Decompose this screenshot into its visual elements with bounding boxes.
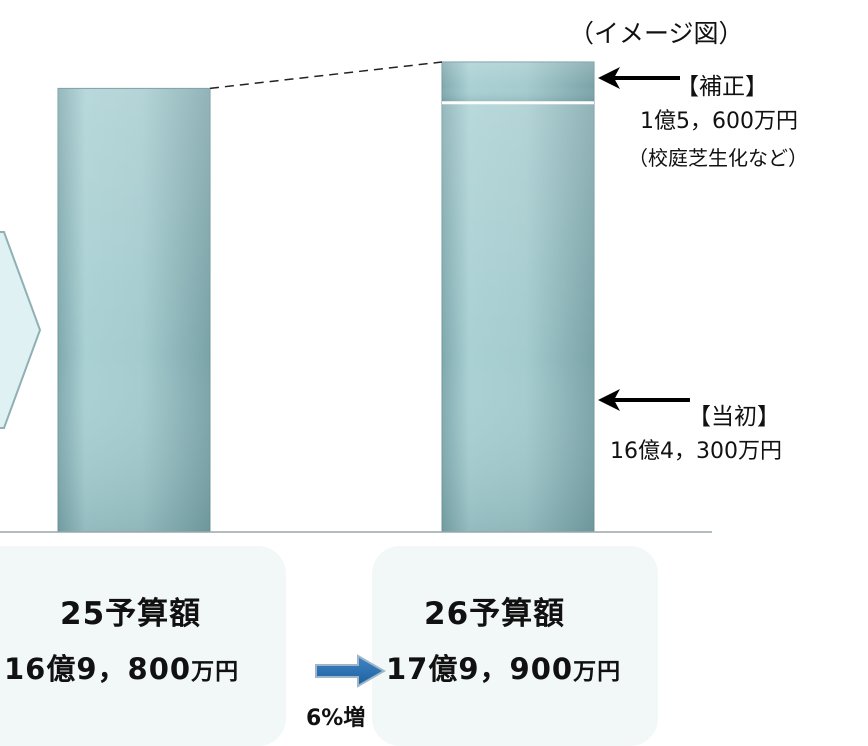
hosei-amount: 1億5，600万円	[640, 109, 798, 134]
tosho-amount: 16億4，300万円	[610, 439, 782, 464]
summary-left-amount: 16億9，800万円	[4, 646, 239, 688]
summary-right-value: 17億9，900	[386, 652, 574, 686]
hosei-detail: （校庭芝生化など）	[628, 146, 808, 170]
hosei-arrow-icon-head	[598, 67, 620, 89]
chevron-shape	[0, 231, 42, 429]
summary-left-value: 16億9，800	[4, 652, 192, 686]
summary-left-unit: 万円	[191, 659, 240, 685]
hosei-label: 【補正】	[676, 74, 768, 100]
summary-left-title: 25予算額	[60, 596, 202, 632]
tosho-arrow-icon-head	[598, 389, 620, 411]
summary-right-title: 26予算額	[424, 596, 566, 632]
dashed-connector	[209, 61, 443, 90]
summary-box-right	[372, 546, 658, 746]
summary-right-amount: 17億9，900万円	[386, 646, 621, 688]
tosho-label: 【当初】	[688, 404, 780, 430]
bar-shade-0-1	[442, 102, 594, 532]
caption: （イメージ図）	[569, 19, 744, 48]
bar-shade-0-0	[58, 88, 210, 533]
bar-shade-1-1	[442, 62, 594, 103]
summary-box-left	[0, 546, 286, 746]
increase-arrow-icon	[315, 654, 386, 688]
increase-label: 6%増	[306, 706, 366, 731]
summary-right-unit: 万円	[573, 659, 622, 685]
